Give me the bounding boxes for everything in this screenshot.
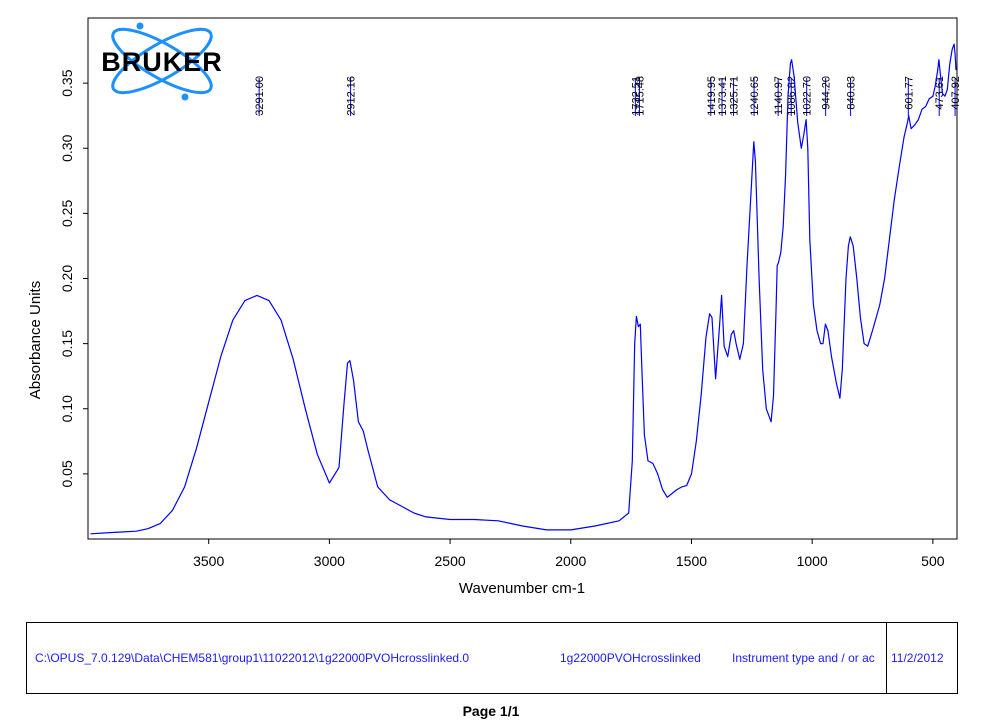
x-tick-label: 2000 xyxy=(555,553,586,569)
x-tick-label: 1500 xyxy=(676,553,707,569)
y-axis-title: Absorbance Units xyxy=(27,281,44,399)
y-tick-label: 0.25 xyxy=(59,200,75,227)
instrument-info: Instrument type and / or ac xyxy=(732,651,875,665)
peak-label: 944.20 xyxy=(821,76,833,110)
peak-label: 2912.16 xyxy=(346,76,358,116)
peak-label: 1373.41 xyxy=(717,76,729,116)
y-tick-label: 0.30 xyxy=(59,134,75,161)
y-tick-label: 0.10 xyxy=(59,395,75,422)
x-axis: 3500 3000 2500 2000 1500 1000 500 xyxy=(193,539,945,569)
y-tick-label: 0.20 xyxy=(59,265,75,292)
x-tick-label: 3000 xyxy=(314,553,345,569)
info-divider xyxy=(886,623,887,693)
peak-label: 601.77 xyxy=(903,76,915,110)
bruker-logo-text: BRUKER xyxy=(101,47,223,77)
peak-label: 1140.97 xyxy=(773,76,785,115)
peak-label: 3291.00 xyxy=(254,76,266,116)
measurement-date: 11/2/2012 xyxy=(891,651,944,665)
peak-label: 1715.48 xyxy=(634,76,646,116)
spectrum-line xyxy=(90,43,957,535)
peak-label: 1325.71 xyxy=(729,76,741,116)
x-tick-label: 3500 xyxy=(193,553,224,569)
x-axis-title: Wavenumber cm-1 xyxy=(459,580,585,597)
y-tick-label: 0.35 xyxy=(59,69,75,96)
page-indicator: Page 1/1 xyxy=(462,703,520,719)
peak-label: 1022.70 xyxy=(802,76,814,116)
x-tick-label: 500 xyxy=(921,553,945,569)
peak-label: 473.61 xyxy=(934,76,946,110)
peak-label: 1419.95 xyxy=(706,76,718,116)
bruker-logo: BRUKER xyxy=(101,22,223,101)
sample-name: 1g22000PVOHcrosslinked xyxy=(560,651,701,665)
x-tick-label: 1000 xyxy=(797,553,828,569)
y-tick-label: 0.05 xyxy=(59,460,75,487)
peak-label: 1240.65 xyxy=(749,76,761,116)
y-tick-label: 0.15 xyxy=(59,330,75,357)
x-tick-label: 2500 xyxy=(435,553,466,569)
y-axis: 0.05 0.10 0.15 0.20 0.25 0.30 0.35 xyxy=(59,69,88,488)
peak-label: 840.83 xyxy=(846,76,858,110)
peak-label: 407.92 xyxy=(950,76,962,110)
file-path: C:\OPUS_7.0.129\Data\CHEM581\group1\1102… xyxy=(35,651,470,665)
report-info-box: C:\OPUS_7.0.129\Data\CHEM581\group1\1102… xyxy=(26,622,958,694)
